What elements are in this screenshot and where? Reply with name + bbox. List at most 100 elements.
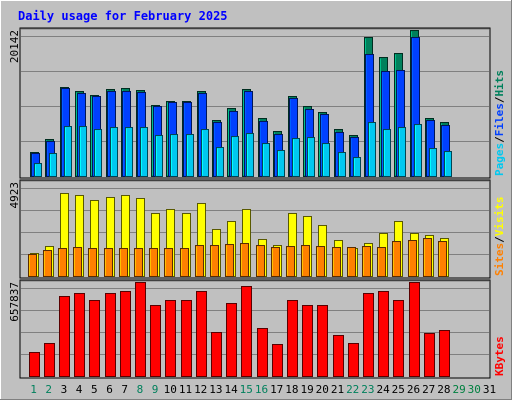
x-tick-day-30: 30: [468, 383, 481, 396]
legend-entry: Hits: [493, 70, 506, 97]
bar-pages-day-5: [94, 129, 102, 177]
x-tick-day-25: 25: [392, 383, 405, 396]
bar-sites-day-26: [408, 240, 417, 277]
bar-sites-day-7: [119, 248, 128, 277]
bar-sites-day-11: [180, 248, 189, 277]
bar-sites-day-8: [134, 248, 143, 277]
x-tick-day-4: 4: [76, 383, 83, 396]
bar-pages-day-26: [414, 124, 422, 177]
bar-pages-day-14: [231, 136, 239, 177]
legend-entry: Visits: [493, 197, 506, 237]
bar-pages-day-9: [155, 135, 163, 177]
x-tick-day-26: 26: [407, 383, 420, 396]
bar-kbytes-day-1: [29, 352, 40, 377]
x-tick-day-28: 28: [437, 383, 450, 396]
x-tick-day-17: 17: [270, 383, 283, 396]
x-tick-day-3: 3: [61, 383, 68, 396]
bar-pages-day-3: [64, 126, 72, 177]
bar-kbytes-day-10: [165, 300, 176, 377]
bar-pages-day-1: [34, 163, 42, 177]
x-tick-day-7: 7: [121, 383, 128, 396]
x-tick-day-1: 1: [30, 383, 37, 396]
bar-pages-day-18: [292, 138, 300, 177]
panel-legend: KBytes: [493, 336, 506, 376]
bar-sites-day-18: [286, 246, 295, 277]
x-tick-day-24: 24: [376, 383, 390, 396]
bar-pages-day-28: [444, 151, 452, 177]
y-max-label: 4923: [8, 182, 21, 209]
bar-sites-day-20: [316, 246, 325, 277]
x-tick-day-20: 20: [316, 383, 329, 396]
bar-pages-day-23: [368, 122, 376, 177]
bar-sites-day-10: [164, 248, 173, 277]
x-tick-day-31: 31: [483, 383, 496, 396]
x-tick-day-22: 22: [346, 383, 359, 396]
bar-sites-day-22: [347, 247, 356, 277]
bar-sites-day-5: [88, 248, 97, 277]
series-kbytes: [29, 282, 450, 377]
bar-kbytes-day-15: [241, 286, 252, 377]
bar-pages-day-12: [201, 129, 209, 177]
panel-legend: Pages/Files/Hits: [493, 70, 506, 176]
bar-kbytes-day-27: [424, 333, 435, 377]
bar-kbytes-day-3: [59, 296, 70, 377]
bar-kbytes-day-22: [348, 343, 359, 377]
legend-separator: /: [493, 236, 506, 243]
bar-pages-day-10: [170, 134, 178, 177]
x-tick-day-15: 15: [240, 383, 253, 396]
bar-kbytes-day-8: [135, 282, 146, 377]
panel-visits-sites: 4923 Sites/Visits: [8, 179, 506, 279]
bar-kbytes-day-2: [44, 343, 55, 377]
bar-kbytes-day-28: [439, 330, 450, 377]
bar-pages-day-17: [277, 150, 285, 177]
bar-pages-day-25: [398, 127, 406, 177]
x-tick-day-21: 21: [331, 383, 344, 396]
y-max-label: 20142: [8, 30, 21, 63]
bar-sites-day-23: [362, 246, 371, 277]
bar-kbytes-day-23: [363, 293, 374, 377]
x-tick-day-5: 5: [91, 383, 98, 396]
bar-kbytes-day-11: [181, 300, 192, 377]
chart-title: Daily usage for February 2025: [18, 9, 228, 23]
bar-sites-day-4: [73, 247, 82, 277]
x-axis-labels: 1 2 3 4 5 6 7 8 9 10 11 12 13 14 15 16 17 18 19 20 21 22 23 24 2…: [30, 383, 496, 396]
bar-sites-day-24: [377, 247, 386, 277]
bar-pages-day-24: [383, 129, 391, 177]
x-tick-day-10: 10: [164, 383, 177, 396]
legend-separator: /: [493, 96, 506, 103]
bar-kbytes-day-20: [317, 305, 328, 377]
bar-kbytes-day-16: [257, 328, 268, 377]
x-tick-day-16: 16: [255, 383, 268, 396]
bar-pages-day-22: [353, 157, 361, 177]
bar-pages-day-2: [49, 153, 57, 177]
panel-legend: Sites/Visits: [493, 197, 506, 277]
x-tick-day-14: 14: [224, 383, 238, 396]
series-sites: [28, 238, 447, 277]
bar-sites-day-3: [58, 248, 67, 277]
bar-kbytes-day-4: [74, 293, 85, 377]
bar-kbytes-day-14: [226, 303, 237, 377]
bar-kbytes-day-12: [196, 291, 207, 377]
bar-kbytes-day-19: [302, 305, 313, 377]
legend-entry: Pages: [493, 143, 506, 176]
bar-kbytes-day-5: [89, 300, 100, 377]
bar-sites-day-17: [271, 247, 280, 277]
bar-sites-day-9: [149, 248, 158, 277]
bar-pages-day-8: [140, 127, 148, 177]
x-tick-day-27: 27: [422, 383, 435, 396]
x-tick-day-23: 23: [361, 383, 374, 396]
bar-pages-day-20: [322, 143, 330, 177]
x-tick-day-2: 2: [45, 383, 52, 396]
bar-sites-day-15: [240, 243, 249, 277]
series-pages: [34, 122, 452, 177]
bar-kbytes-day-25: [393, 300, 404, 377]
bar-kbytes-day-9: [150, 305, 161, 377]
bar-sites-day-1: [28, 254, 37, 277]
bar-kbytes-day-6: [105, 293, 116, 377]
bar-pages-day-13: [216, 147, 224, 177]
bar-pages-day-11: [186, 134, 194, 177]
bar-sites-day-14: [225, 244, 234, 277]
x-tick-day-13: 13: [209, 383, 222, 396]
bar-kbytes-day-7: [120, 291, 131, 377]
